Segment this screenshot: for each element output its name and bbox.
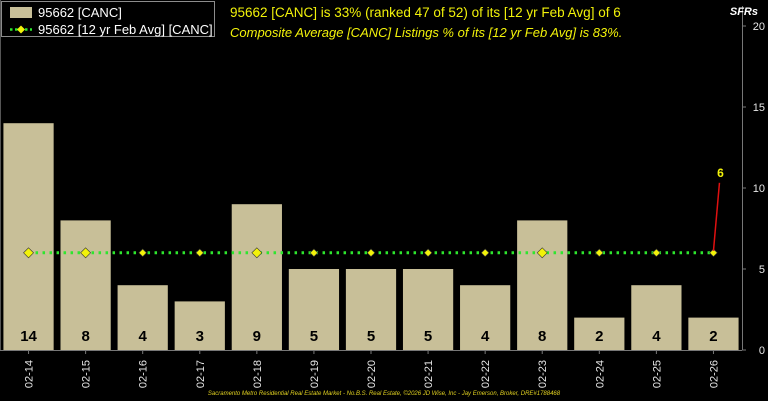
x-tick-label: 02-18	[252, 360, 264, 388]
bar-value-label: 3	[196, 328, 204, 345]
callout-value: 6	[717, 166, 724, 180]
copyright-footer: Sacramento Metro Residential Real Estate…	[207, 391, 561, 397]
bar-value-label: 5	[424, 328, 432, 345]
avg-point-marker	[80, 247, 92, 259]
x-tick-label: 02-24	[594, 360, 606, 388]
y-tick-label: 15	[753, 102, 765, 114]
bar	[345, 269, 397, 350]
x-tick-label: 02-14	[24, 360, 36, 388]
legend: 95662 [CANC] 95662 [12 yr Feb Avg] [CANC…	[1, 1, 215, 37]
avg-point-marker	[195, 248, 204, 258]
legend-item-bars: 95662 [CANC]	[2, 4, 122, 20]
bar-value-label: 14	[20, 328, 37, 345]
legend-item-line: 95662 [12 yr Feb Avg] [CANC]	[2, 21, 213, 37]
average-line	[23, 247, 718, 259]
avg-point-marker	[536, 247, 548, 259]
avg-point-marker	[309, 248, 319, 258]
bar-value-label: 4	[481, 328, 490, 345]
avg-point-marker	[480, 248, 490, 258]
bar-value-label: 5	[310, 328, 318, 345]
unit-label: SFRs	[729, 6, 758, 18]
legend-label-line: 95662 [12 yr Feb Avg] [CANC]	[38, 21, 213, 37]
y-tick-label: 5	[759, 264, 765, 276]
avg-point-marker	[595, 248, 604, 258]
callout: 6	[712, 166, 724, 251]
x-tick-label: 02-19	[309, 360, 321, 388]
bar-value-label: 8	[81, 328, 89, 345]
legend-label-bars: 95662 [CANC]	[38, 4, 122, 20]
legend-bar-swatch	[10, 6, 32, 18]
bar	[517, 220, 568, 350]
bar	[460, 285, 511, 350]
x-tick-label: 02-21	[423, 360, 435, 388]
x-tick-label: 02-16	[138, 360, 150, 388]
chart-subline: Composite Average [CANC] Listings % of i…	[230, 25, 623, 40]
avg-point-marker	[709, 248, 718, 258]
avg-point-marker	[652, 248, 661, 258]
avg-point-marker	[251, 247, 263, 259]
avg-point-marker	[23, 247, 34, 259]
x-tick-label: 02-23	[537, 360, 549, 388]
bar-value-label: 9	[253, 328, 261, 345]
bar-value-label: 5	[367, 328, 375, 345]
bar-value-label: 4	[652, 328, 661, 345]
bar	[574, 317, 625, 350]
x-tick-label: 02-15	[81, 360, 93, 388]
bar	[231, 204, 282, 350]
bar	[688, 317, 739, 350]
bar-value-labels: 14 8 4 3 9 5 5 5 4 8 2 4 2	[20, 328, 717, 345]
x-tick-label: 02-17	[195, 360, 207, 388]
x-tick-label: 02-25	[651, 360, 663, 388]
y-tick-label: 10	[753, 183, 765, 195]
bar-value-label: 2	[595, 328, 603, 345]
chart-headline: 95662 [CANC] is 33% (ranked 47 of 52) of…	[230, 5, 621, 20]
y-tick-label: 0	[759, 345, 765, 357]
legend-line-swatch	[10, 24, 32, 35]
bar	[117, 285, 168, 350]
avg-point-marker	[423, 248, 433, 258]
bar-value-label: 4	[139, 328, 148, 345]
bars	[3, 123, 739, 350]
bar-value-label: 2	[709, 328, 717, 345]
x-tick-labels: 02-14 02-15 02-16 02-17 02-18 02-19 02-20 02-21…	[24, 350, 720, 388]
x-tick-label: 02-22	[480, 360, 492, 388]
x-tick-label: 02-20	[366, 360, 378, 388]
avg-point-marker	[366, 248, 376, 258]
bar	[3, 123, 54, 350]
bar	[60, 220, 111, 350]
bar	[288, 269, 340, 350]
x-tick-label: 02-26	[708, 360, 720, 388]
callout-pointer	[712, 182, 721, 251]
avg-point-marker	[138, 248, 147, 258]
y-tick-labels: 0 5 10 15 20	[742, 21, 765, 357]
bar	[402, 269, 454, 350]
bar-value-label: 8	[538, 328, 546, 345]
y-tick-label: 20	[753, 21, 765, 33]
bar	[174, 301, 225, 350]
bar	[631, 285, 682, 350]
